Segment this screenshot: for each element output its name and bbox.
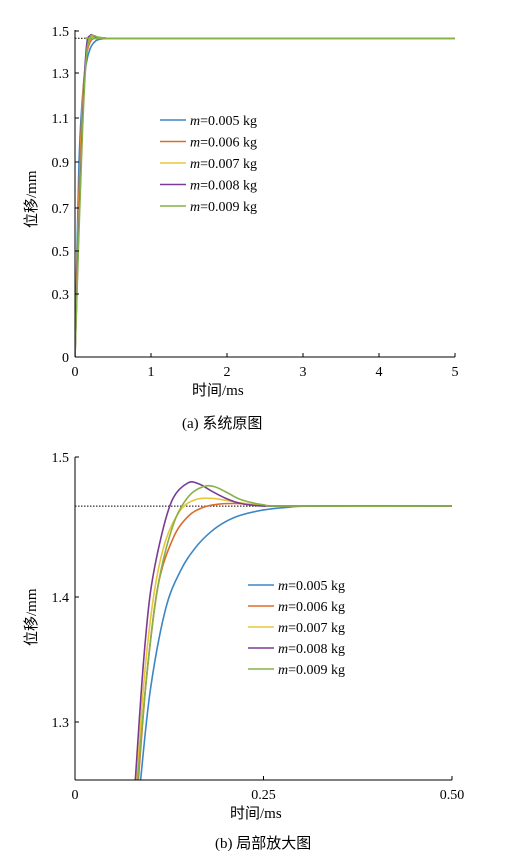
- y-tick-label: 0: [62, 351, 69, 366]
- y-tick-label: 0.3: [52, 288, 70, 303]
- legend-label: m=0.009 kg: [190, 200, 257, 215]
- y-axis-title-a: 位移/mm: [23, 170, 40, 228]
- curves-a: [75, 33, 455, 357]
- legend-label: m=0.006 kg: [190, 136, 257, 151]
- y-tick-label: 1.4: [52, 591, 70, 606]
- plot-area-a: [75, 30, 455, 357]
- legend-label: m=0.006 kg: [278, 600, 345, 615]
- legend-label: m=0.008 kg: [190, 179, 257, 194]
- legend-item: m=0.009 kg: [248, 663, 345, 678]
- legend-b: m=0.005 kg m=0.006 kg m=0.007 kg m=0.008 kg…: [248, 579, 345, 678]
- chart-b: 0 0.25 0.50 1.3 1.4 1.5 时间/ms 位移/mm (b) 局部放大图…: [23, 451, 464, 852]
- legend-label: m=0.005 kg: [278, 579, 345, 594]
- x-tick-label: 3: [300, 365, 307, 380]
- ticks-a: 0 1 2 3 4 5 0 0.3 0.5 0.7 0.9 1.1 1.3 1.5: [52, 25, 459, 380]
- curves-b: [75, 481, 452, 780]
- series-line-5: [136, 484, 452, 780]
- chart-a: 0 1 2 3 4 5 0 0.3 0.5 0.7 0.9 1.1 1.3 1.5 时间/ms 位移/mm…: [23, 25, 459, 432]
- caption-b: (b) 局部放大图: [215, 835, 311, 852]
- y-tick-label: 1.3: [52, 716, 70, 731]
- legend-item: m=0.005 kg: [160, 114, 257, 129]
- x-tick-label: 0: [72, 365, 79, 380]
- series-line-5: [75, 34, 455, 357]
- x-tick-label: 0: [72, 788, 79, 803]
- y-tick-label: 1.1: [52, 112, 70, 127]
- y-axis-title-b: 位移/mm: [23, 588, 40, 646]
- plot-area-b: [75, 457, 452, 780]
- legend-a: m=0.005 kg m=0.006 kg m=0.007 kg m=0.008 kg…: [160, 114, 257, 215]
- x-tick-label: 2: [224, 365, 231, 380]
- y-tick-label: 0.5: [52, 245, 70, 260]
- legend-item: m=0.007 kg: [248, 621, 345, 636]
- x-tick-label: 4: [376, 365, 383, 380]
- legend-label: m=0.007 kg: [278, 621, 345, 636]
- legend-item: m=0.005 kg: [248, 579, 345, 594]
- x-axis-title-a: 时间/ms: [192, 382, 244, 399]
- ticks-b: 0 0.25 0.50 1.3 1.4 1.5: [52, 451, 465, 803]
- legend-label: m=0.008 kg: [278, 642, 345, 657]
- y-tick-label: 0.9: [52, 156, 70, 171]
- caption-a: (a) 系统原图: [182, 415, 262, 432]
- legend-item: m=0.009 kg: [160, 200, 257, 215]
- legend-item: m=0.008 kg: [160, 179, 257, 194]
- x-axis-title-b: 时间/ms: [230, 805, 282, 822]
- legend-label: m=0.007 kg: [190, 157, 257, 172]
- legend-item: m=0.006 kg: [248, 600, 345, 615]
- x-tick-label: 5: [452, 365, 459, 380]
- x-tick-label: 0.25: [251, 788, 276, 803]
- y-tick-label: 0.7: [52, 202, 70, 217]
- y-tick-label: 1.5: [52, 451, 70, 466]
- y-tick-label: 1.3: [52, 67, 70, 82]
- legend-label: m=0.009 kg: [278, 663, 345, 678]
- legend-label: m=0.005 kg: [190, 114, 257, 129]
- x-tick-label: 1: [148, 365, 155, 380]
- legend-item: m=0.008 kg: [248, 642, 345, 657]
- x-tick-label: 0.50: [440, 788, 465, 803]
- legend-item: m=0.007 kg: [160, 157, 257, 172]
- y-tick-label: 1.5: [52, 25, 70, 40]
- legend-item: m=0.006 kg: [160, 136, 257, 151]
